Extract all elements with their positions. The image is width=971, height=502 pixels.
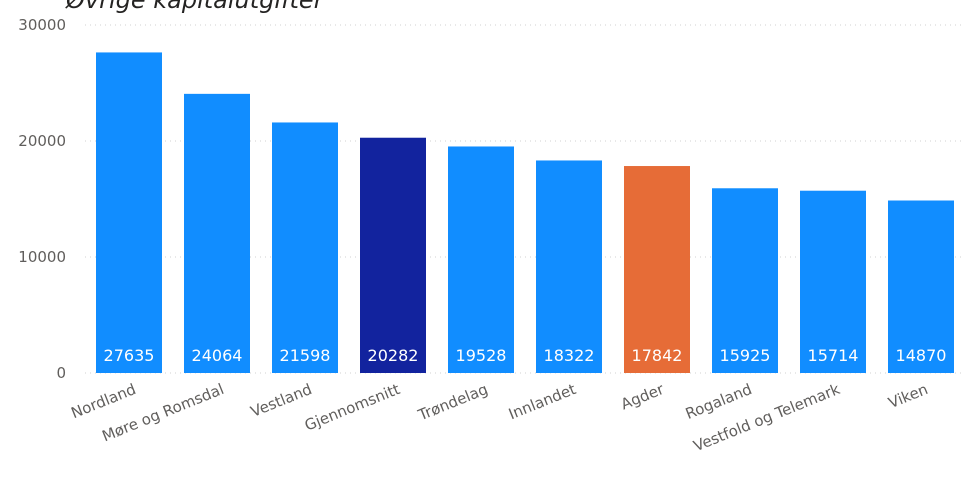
- x-tick-label: Innlandet: [506, 380, 579, 423]
- bar: [888, 200, 954, 373]
- data-label: 24064: [192, 346, 243, 365]
- bar: [96, 52, 162, 374]
- gridlines: [85, 24, 965, 374]
- y-axis: 0 10000 20000 30000: [18, 16, 66, 382]
- x-tick-label: Vestland: [248, 380, 314, 421]
- bar: [624, 166, 690, 373]
- x-tick-label: Agder: [618, 380, 667, 414]
- x-tick-label: Vestfold og Telemark: [691, 380, 843, 455]
- y-tick-label: 0: [56, 364, 66, 382]
- bar: [360, 137, 426, 373]
- y-tick-label: 30000: [18, 16, 66, 34]
- data-labels: 27635 24064 21598 20282 19528 18322 17842 15925…: [104, 346, 947, 365]
- data-label: 27635: [104, 346, 155, 365]
- x-tick-label: Trøndelag: [415, 380, 491, 425]
- bar: [272, 122, 338, 374]
- data-label: 17842: [632, 346, 683, 365]
- data-label: 20282: [368, 346, 419, 365]
- bar: [712, 188, 778, 373]
- bar: [536, 160, 602, 373]
- bar: [800, 190, 866, 373]
- x-tick-label: Gjennomsnitt: [302, 380, 403, 435]
- bar: [184, 93, 250, 373]
- y-tick-label: 20000: [18, 132, 66, 150]
- chart-title: Øvrige kapitalutgifter: [65, 0, 326, 14]
- data-label: 18322: [544, 346, 595, 365]
- bars: [96, 52, 954, 374]
- data-label: 15714: [808, 346, 859, 365]
- data-label: 19528: [456, 346, 507, 365]
- data-label: 15925: [720, 346, 771, 365]
- data-label: 14870: [896, 346, 947, 365]
- x-tick-label: Nordland: [69, 380, 139, 422]
- y-tick-label: 10000: [18, 248, 66, 266]
- data-label: 21598: [280, 346, 331, 365]
- bar: [448, 146, 514, 373]
- x-tick-label: Viken: [886, 380, 931, 412]
